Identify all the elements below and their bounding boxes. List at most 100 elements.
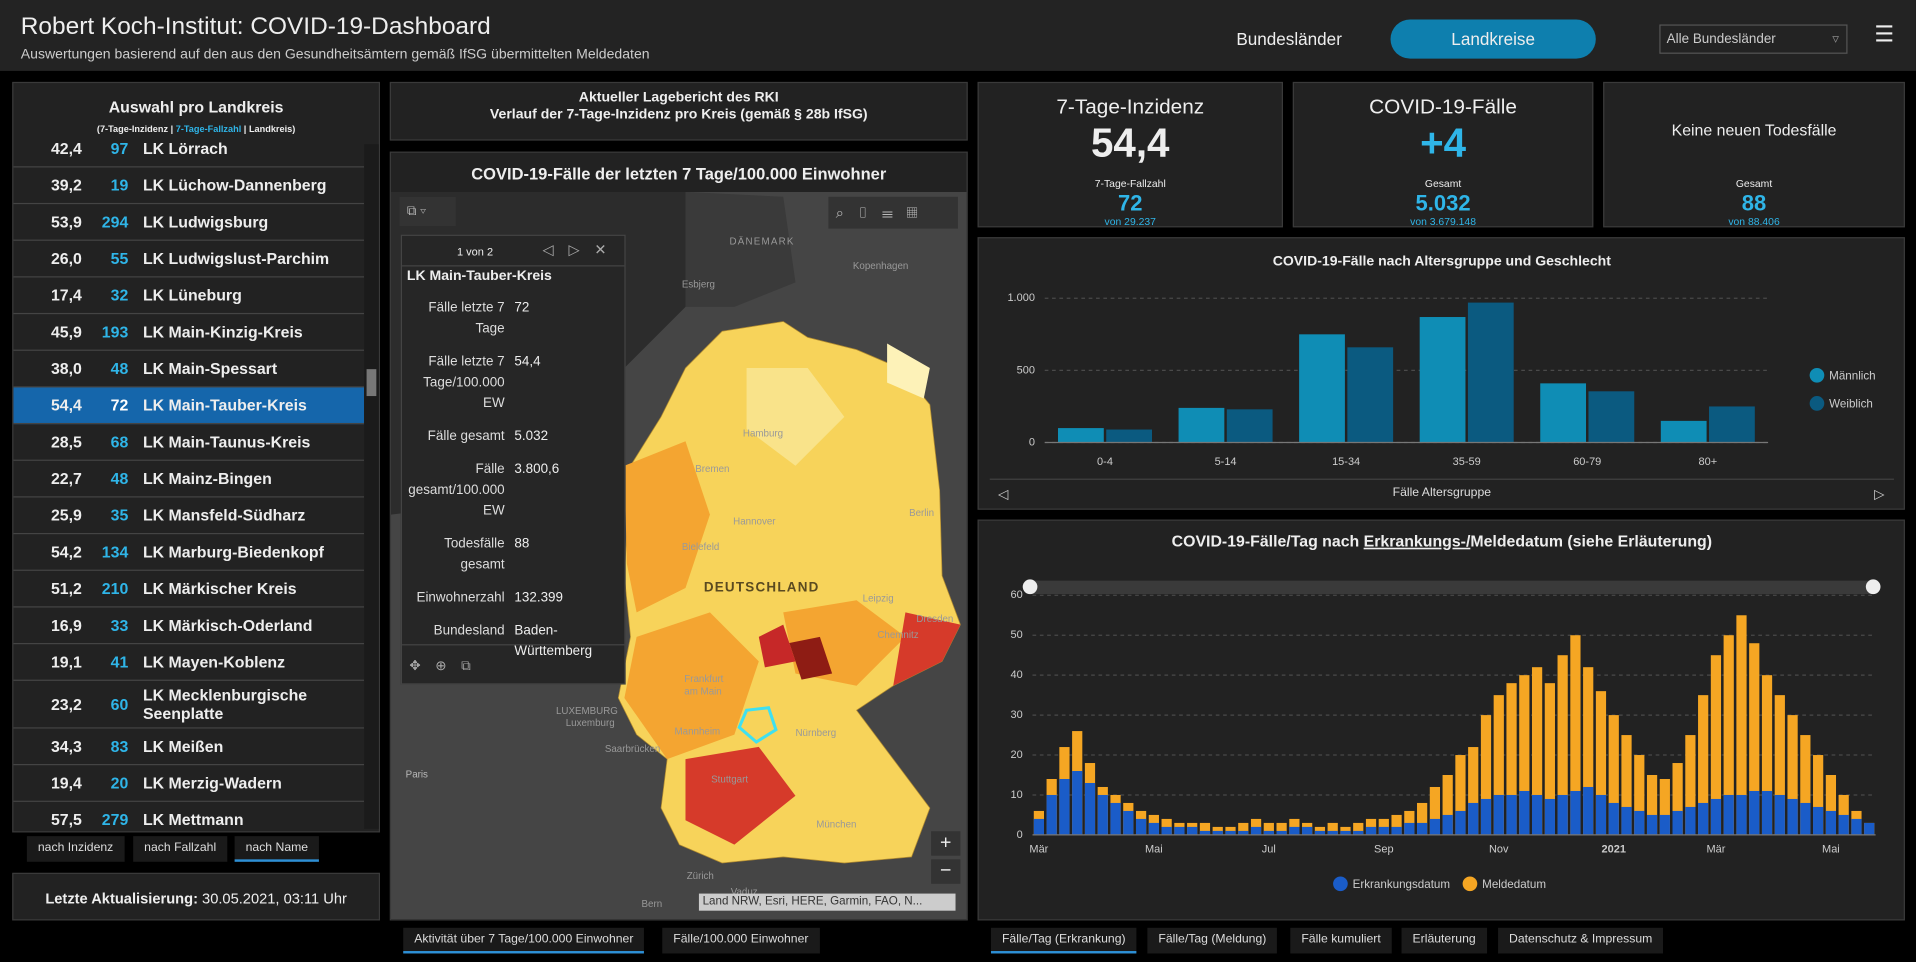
scrollbar[interactable] bbox=[364, 144, 379, 829]
bar bbox=[1199, 830, 1211, 835]
sort-button[interactable]: nach Inzidenz bbox=[26, 836, 125, 862]
chart-tab[interactable]: Fälle/Tag (Meldung) bbox=[1147, 927, 1278, 954]
popup-pager: 1 von 2 bbox=[456, 245, 494, 258]
bar bbox=[1608, 802, 1619, 835]
incidence: 19,4 bbox=[50, 773, 82, 793]
sort-button[interactable]: nach Fallzahl bbox=[133, 836, 228, 862]
slider-handle[interactable] bbox=[1022, 579, 1038, 595]
incidence: 39,2 bbox=[50, 176, 82, 195]
nav-button[interactable]: Landkreise bbox=[1390, 19, 1596, 59]
map-tab[interactable]: Aktivität über 7 Tage/100.000 Einwohner bbox=[403, 927, 645, 954]
list-row[interactable]: 28,5 68 LK Main-Taunus-Kreis bbox=[13, 424, 365, 461]
nav-button[interactable]: Bundesländer bbox=[1236, 29, 1342, 49]
list-row[interactable]: 42,4 97 LK Lörrach bbox=[13, 139, 365, 168]
bar bbox=[1046, 794, 1057, 835]
bar bbox=[1455, 755, 1466, 835]
list-row[interactable]: 19,4 20 LK Merzig-Wadern bbox=[13, 765, 365, 802]
place-label: Zürich bbox=[686, 870, 714, 882]
bar bbox=[1442, 814, 1453, 835]
list-row[interactable]: 23,2 60 LK Mecklenburgische Seenplatte bbox=[13, 681, 365, 729]
list-row[interactable]: 16,9 33 LK Märkisch-Oderland bbox=[13, 608, 365, 645]
list-row[interactable]: 54,4 72 LK Main-Tauber-Kreis bbox=[13, 387, 365, 425]
list-row[interactable]: 19,1 41 LK Mayen-Koblenz bbox=[13, 644, 365, 681]
list-row[interactable]: 38,0 48 LK Main-Spessart bbox=[13, 351, 365, 388]
legend-part: | bbox=[243, 123, 247, 135]
bar bbox=[1634, 810, 1645, 835]
kpi-title: 7-Tage-Inzidenz bbox=[1056, 95, 1205, 119]
map-toolbar[interactable]: ⌕▯☰▦ bbox=[828, 196, 958, 229]
list-row[interactable]: 51,2 210 LK Märkischer Kreis bbox=[13, 571, 365, 608]
legend-label: Männlich bbox=[1829, 370, 1875, 383]
dropdown-label: Alle Bundesländer bbox=[1666, 31, 1776, 47]
popup-field: Fälle letzte 7 Tage 72 bbox=[402, 298, 624, 340]
menu-icon[interactable]: ☰ bbox=[1874, 22, 1895, 47]
map-tab[interactable]: Fälle/100.000 Einwohner bbox=[662, 927, 820, 954]
district-name: LK Main-Spessart bbox=[142, 359, 278, 378]
bar bbox=[1787, 715, 1798, 835]
list-row[interactable]: 45,9 193 LK Main-Kinzig-Kreis bbox=[13, 314, 365, 351]
list-row[interactable]: 26,0 55 LK Ludwigslust-Parchim bbox=[13, 241, 365, 278]
bar bbox=[1519, 790, 1530, 835]
legend-label: Meldedatum bbox=[1482, 878, 1546, 891]
bar bbox=[1250, 826, 1262, 835]
list-row[interactable]: 54,2 134 LK Marburg-Biedenkopf bbox=[13, 534, 365, 571]
list-row[interactable]: 22,7 48 LK Mainz-Bingen bbox=[13, 461, 365, 498]
popup-field: Fälle letzte 7 Tage/100.000 EW 54,4 bbox=[402, 352, 624, 414]
place-label: Bern bbox=[641, 898, 663, 910]
bar bbox=[1263, 830, 1274, 835]
field-value: 132.399 bbox=[514, 590, 564, 606]
list-row[interactable]: 39,2 19 LK Lüchow-Dannenberg bbox=[13, 167, 365, 205]
case-count: 19 bbox=[110, 176, 129, 195]
place-label: Leipzig bbox=[862, 592, 894, 604]
bar bbox=[1391, 826, 1402, 835]
list-row[interactable]: 25,9 35 LK Mansfeld-Südharz bbox=[13, 498, 365, 535]
scroll-thumb[interactable] bbox=[366, 369, 377, 397]
place-label: Luxemburg bbox=[565, 717, 615, 729]
case-count: 72 bbox=[110, 396, 129, 415]
range-slider[interactable] bbox=[1030, 580, 1874, 595]
chart-tab[interactable]: Erläuterung bbox=[1401, 927, 1487, 954]
field-value: 54,4 bbox=[514, 354, 541, 370]
list-row[interactable]: 34,3 83 LK Meißen bbox=[13, 729, 365, 766]
legend-swatch bbox=[1333, 876, 1348, 892]
x-tick-label: Mai bbox=[1822, 843, 1840, 855]
scroll-right[interactable]: ▷ bbox=[1874, 487, 1884, 502]
sort-button[interactable]: nach Name bbox=[234, 836, 320, 862]
chart-tab[interactable]: Fälle kumuliert bbox=[1290, 927, 1392, 954]
dropdown[interactable]: Alle Bundesländer ▿ bbox=[1659, 24, 1848, 54]
bar bbox=[1059, 778, 1070, 835]
bar bbox=[1813, 755, 1824, 835]
region bbox=[685, 746, 796, 845]
district-name: LK Main-Tauber-Kreis bbox=[142, 396, 307, 415]
case-count: 33 bbox=[110, 616, 129, 635]
field-label: Todesfälle gesamt bbox=[444, 536, 505, 573]
place-label: Esbjerg bbox=[681, 278, 715, 290]
bar bbox=[1327, 822, 1338, 835]
bar bbox=[1659, 778, 1670, 835]
place-label: Nürnberg bbox=[795, 727, 837, 739]
list-row[interactable]: 17,4 32 LK Lüneburg bbox=[13, 277, 365, 315]
popup-controls[interactable]: ◁▷✕ bbox=[542, 240, 622, 258]
field-label: Fälle letzte 7 Tage/100.000 EW bbox=[423, 354, 505, 411]
bar bbox=[1800, 735, 1811, 835]
select-tool[interactable]: ⧉ ▿ bbox=[399, 196, 456, 227]
slider-handle[interactable] bbox=[1865, 579, 1881, 595]
chart-tab[interactable]: Datenschutz & Impressum bbox=[1498, 927, 1664, 954]
zoom-in[interactable]: + bbox=[931, 831, 961, 856]
list-row[interactable]: 53,9 294 LK Ludwigsburg bbox=[13, 204, 365, 241]
scroll-left[interactable]: ◁ bbox=[998, 487, 1008, 502]
bar bbox=[1263, 822, 1274, 835]
bar bbox=[1588, 391, 1635, 443]
region bbox=[887, 343, 930, 399]
bar bbox=[1698, 802, 1709, 835]
case-count: 20 bbox=[110, 773, 129, 793]
bar bbox=[1698, 695, 1709, 835]
zoom-out[interactable]: − bbox=[931, 859, 961, 884]
incidence: 28,5 bbox=[50, 432, 82, 452]
list-row[interactable]: 57,5 279 LK Mettmann bbox=[13, 802, 364, 831]
kpi-value: +4 bbox=[1420, 119, 1467, 166]
chart-tab[interactable]: Fälle/Tag (Erkrankung) bbox=[990, 927, 1137, 954]
popup-actions[interactable]: ✥⊕⧉ bbox=[409, 658, 486, 674]
case-count: 97 bbox=[110, 139, 129, 158]
y-tick-label: 50 bbox=[1011, 629, 1023, 641]
